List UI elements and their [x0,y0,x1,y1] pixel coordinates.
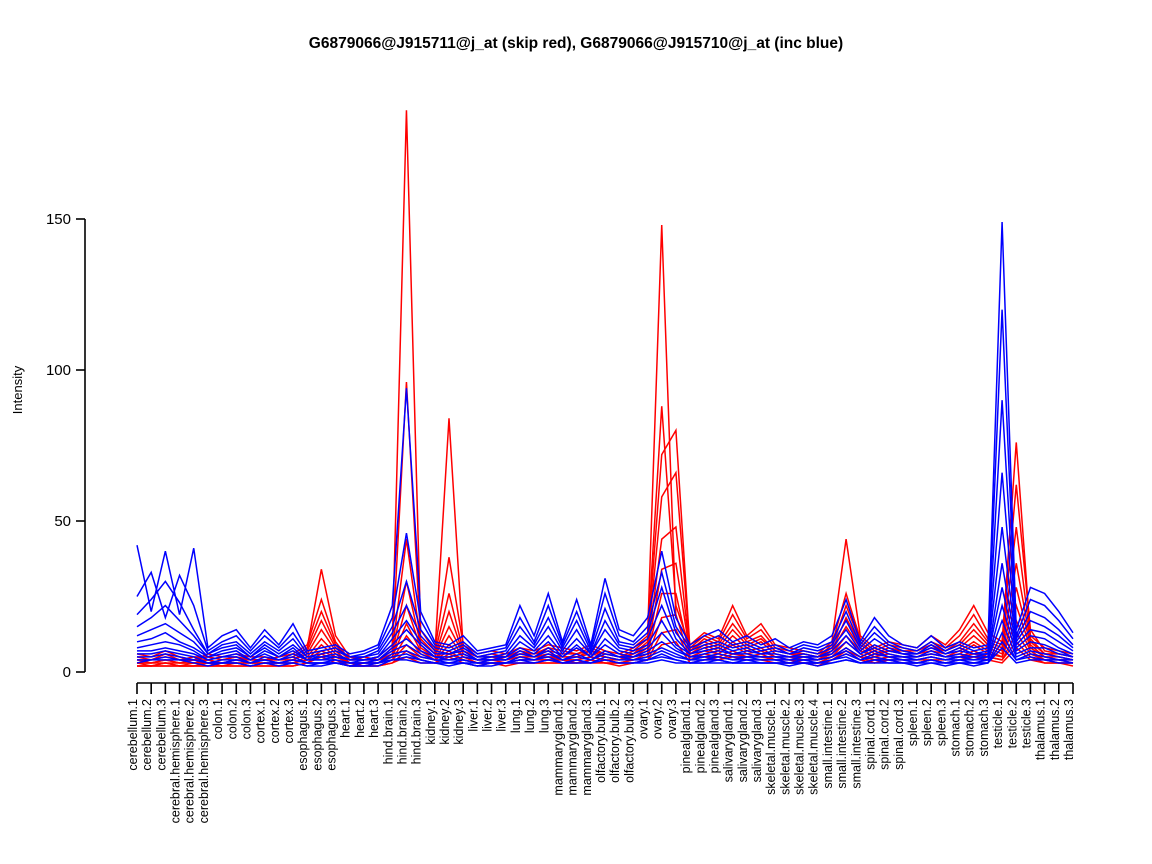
x-tick-label: cerebral.hemisphere.2 [183,699,197,823]
x-tick-label: skeletal.muscle.4 [807,699,821,795]
x-tick-label: ovary.2 [651,699,665,739]
x-tick-label: stomach.2 [963,699,977,757]
x-tick-label: esophagus.2 [310,699,324,771]
x-tick-label: small.intestine.1 [821,699,835,789]
x-tick-label: lung.3 [537,699,551,733]
x-tick-label: heart.1 [339,699,353,738]
x-tick-label: thalamus.3 [1062,699,1076,760]
series-line [137,602,1074,664]
x-tick-label: pinealgland.2 [693,699,707,773]
chart-title: G6879066@J915711@j_at (skip red), G68790… [309,35,843,52]
x-tick-label: liver.2 [481,699,495,732]
x-tick-label: ovary.3 [665,699,679,739]
x-tick-label: spinal.cord.1 [863,699,877,770]
x-tick-label: skeletal.muscle.2 [778,699,792,795]
x-tick-label: testicle.2 [1005,699,1019,748]
y-axis: 0 50 100 150 [46,211,86,681]
y-axis-title: Intensity [10,365,25,414]
x-tick-label: liver.3 [495,699,509,732]
x-tick-label: small.intestine.3 [849,699,863,789]
x-tick-label: thalamus.2 [1048,699,1062,760]
x-tick-label: testicle.3 [1019,699,1033,748]
x-tick-label: hind.brain.2 [395,699,409,764]
x-tick-label: skeletal.muscle.3 [793,699,807,795]
x-tick-label: mammarygland.1 [551,699,565,796]
x-tick-label: kidney.2 [438,699,452,745]
x-tick-label: testicle.1 [991,699,1005,748]
x-tick-label: lung.2 [523,699,537,733]
x-tick-label: liver.1 [466,699,480,732]
y-tick-label: 50 [54,513,71,530]
series-line [136,472,1074,661]
x-tick-label: heart.3 [367,699,381,738]
x-tick-label: hind.brain.1 [381,699,395,764]
x-tick-label: pinealgland.1 [679,699,693,773]
x-tick-label: cortex.3 [282,699,296,744]
x-tick-label: colon.2 [225,699,239,739]
x-tick-label: thalamus.1 [1034,699,1048,760]
x-tick-label: spinal.cord.3 [892,699,906,770]
x-tick-label: hind.brain.3 [410,699,424,764]
x-tick-label: pinealgland.3 [707,699,721,773]
x-tick-label: esophagus.3 [325,699,339,771]
x-tick-label: salivarygland.3 [750,699,764,782]
x-tick-label: salivarygland.1 [722,699,736,782]
x-tick-label: colon.3 [239,699,253,739]
series-line [136,309,1074,658]
x-tick-label: cerebellum.2 [140,699,154,771]
x-tick-label: mammarygland.3 [580,699,594,796]
x-tick-label: cerebellum.1 [126,699,140,771]
y-tick-label: 150 [46,211,71,228]
x-tick-label: olfactory.bulb.1 [594,699,608,783]
x-tick-label: spleen.3 [934,699,948,746]
x-tick-label: cortex.2 [268,699,282,744]
x-tick-label: mammarygland.2 [566,699,580,796]
x-tick-label: ovary.1 [637,699,651,739]
x-tick-label: cerebral.hemisphere.1 [169,699,183,823]
x-tick-label: olfactory.bulb.3 [622,699,636,783]
x-axis [136,682,1074,694]
x-tick-label: lung.1 [509,699,523,733]
y-tick-label: 100 [46,362,71,379]
x-tick-label: colon.1 [211,699,225,739]
x-tick-label: stomach.1 [949,699,963,757]
x-tick-label: olfactory.bulb.2 [608,699,622,783]
x-tick-label: cerebral.hemisphere.3 [197,699,211,823]
x-tick-label: esophagus.1 [296,699,310,771]
series-line [136,221,1074,655]
x-tick-label: kidney.3 [452,699,466,745]
x-tick-label: cerebellum.3 [154,699,168,771]
x-axis-labels: cerebellum.1 cerebellum.2 cerebellum.3 cere… [126,699,1076,823]
series-line [136,646,1073,667]
x-tick-label: spinal.cord.2 [878,699,892,770]
x-tick-label: salivarygland.2 [736,699,750,782]
y-tick-label: 0 [63,664,71,681]
series-line [136,563,1074,661]
x-tick-label: kidney.1 [424,699,438,745]
x-tick-label: stomach.3 [977,699,991,757]
x-tick-label: heart.2 [353,699,367,738]
x-tick-label: spleen.2 [920,699,934,746]
x-tick-label: spleen.1 [906,699,920,746]
x-tick-label: cortex.1 [254,699,268,744]
series-lines [136,110,1074,667]
x-tick-label: small.intestine.2 [835,699,849,789]
x-tick-label: skeletal.muscle.1 [764,699,778,795]
